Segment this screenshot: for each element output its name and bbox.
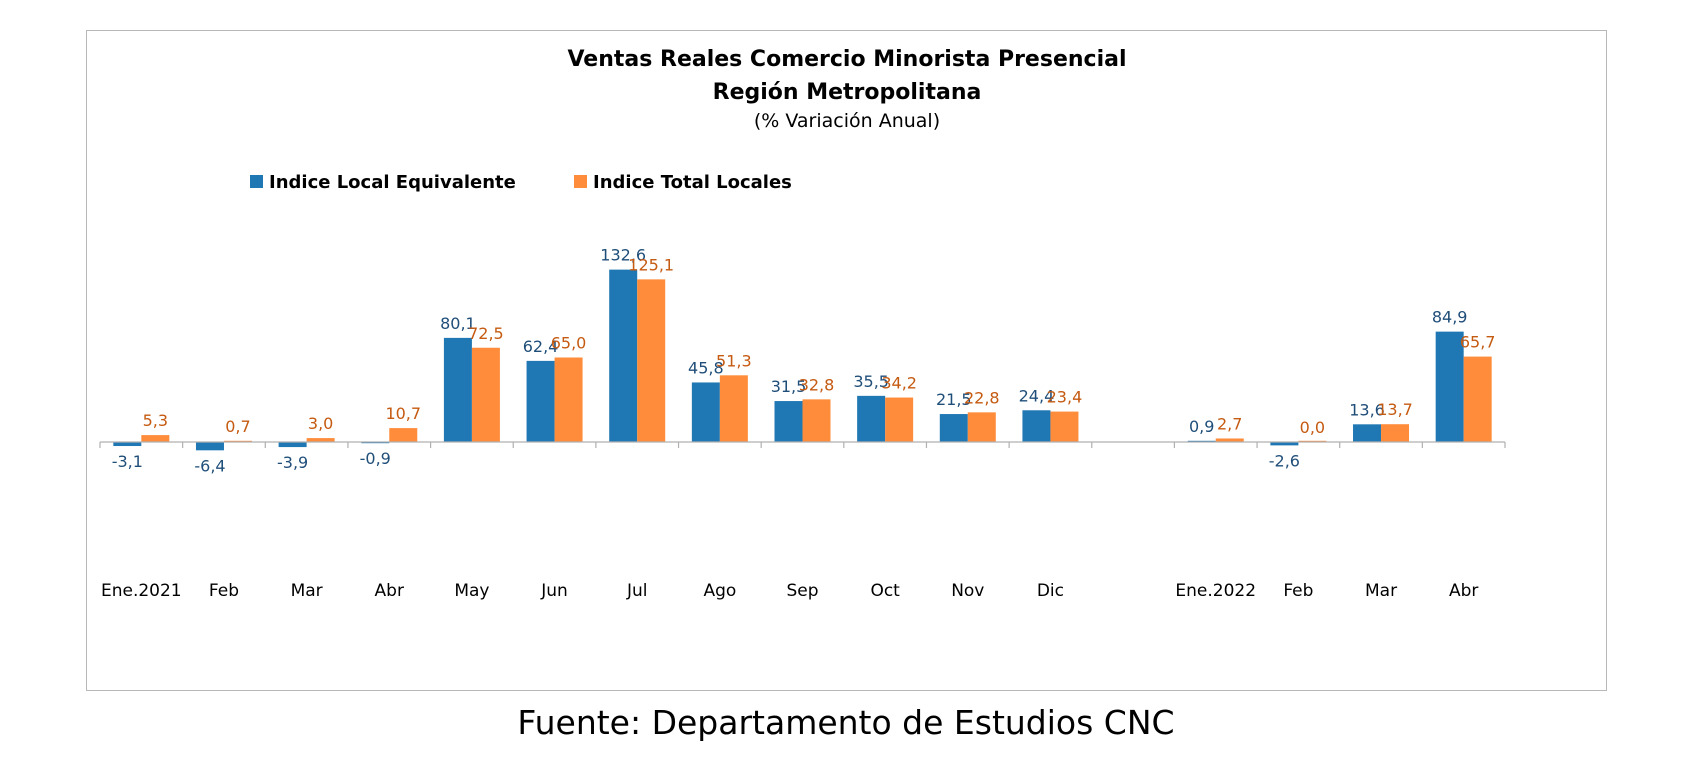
bar-indice-total-locales bbox=[554, 357, 583, 442]
data-label-indice-local-equivalente: 45,8 bbox=[688, 358, 724, 377]
x-tick-label: Sep bbox=[786, 581, 818, 601]
bar-indice-total-locales bbox=[1463, 356, 1492, 442]
bar-indice-local-equivalente bbox=[278, 442, 307, 448]
legend-label-series-1: Indice Local Equivalente bbox=[269, 172, 516, 193]
x-tick-label: Oct bbox=[870, 581, 900, 601]
bar-indice-local-equivalente bbox=[774, 401, 803, 442]
data-label-indice-total-locales: 65,7 bbox=[1460, 333, 1496, 352]
bar-indice-total-locales bbox=[637, 279, 666, 442]
bar-indice-total-locales bbox=[1215, 438, 1244, 442]
data-label-indice-local-equivalente: -6,4 bbox=[194, 456, 225, 475]
legend-swatch-series-2 bbox=[574, 175, 587, 188]
bar-indice-local-equivalente bbox=[691, 382, 720, 442]
x-tick-label: Nov bbox=[951, 581, 984, 601]
plot-tick-labels: Ene.2021 Feb Mar Abr May Jun Jul Ago Sep Oct Nov Di… bbox=[101, 581, 1478, 601]
data-label-indice-total-locales: 0,0 bbox=[1300, 418, 1325, 437]
bar-indice-total-locales bbox=[141, 435, 170, 442]
bar-indice-total-locales bbox=[306, 438, 335, 442]
x-tick-label: Dic bbox=[1037, 581, 1064, 601]
x-tick-label: Ene.2022 bbox=[1175, 581, 1256, 601]
x-tick-label: Mar bbox=[291, 581, 323, 601]
x-tick-label: Ene.2021 bbox=[101, 581, 182, 601]
plot-bars bbox=[113, 269, 1492, 451]
data-label-indice-total-locales: 72,5 bbox=[468, 324, 504, 343]
x-tick-label: Abr bbox=[1449, 581, 1478, 601]
bar-indice-total-locales bbox=[719, 375, 748, 442]
bar-indice-local-equivalente bbox=[1270, 442, 1299, 446]
chart-subtitle: (% Variación Anual) bbox=[754, 110, 940, 132]
x-tick-label: Jul bbox=[626, 581, 648, 601]
data-label-indice-local-equivalente: 35,5 bbox=[853, 372, 889, 391]
data-label-indice-total-locales: 13,7 bbox=[1377, 400, 1413, 419]
x-tick-label: Mar bbox=[1365, 581, 1397, 601]
data-label-indice-local-equivalente: 21,5 bbox=[936, 390, 972, 409]
data-label-indice-local-equivalente: 80,1 bbox=[440, 314, 476, 333]
source-note: Fuente: Departamento de Estudios CNC bbox=[517, 703, 1175, 742]
data-label-indice-total-locales: 5,3 bbox=[143, 411, 168, 430]
bar-indice-local-equivalente bbox=[609, 269, 638, 442]
x-tick-label: Ago bbox=[703, 581, 736, 601]
x-tick-label: Abr bbox=[375, 581, 404, 601]
bar-indice-local-equivalente bbox=[443, 337, 472, 442]
data-label-indice-local-equivalente: -0,9 bbox=[360, 449, 391, 468]
chart-title: Ventas Reales Comercio Minorista Presenc… bbox=[567, 47, 1126, 72]
data-label-indice-local-equivalente: 0,9 bbox=[1189, 417, 1214, 436]
bar-indice-local-equivalente bbox=[1353, 424, 1382, 442]
bar-indice-total-locales bbox=[967, 412, 996, 442]
bar-indice-local-equivalente bbox=[526, 360, 555, 442]
chart-legend: Indice Local Equivalente Indice Total Lo… bbox=[250, 172, 792, 193]
data-label-indice-total-locales: 32,8 bbox=[799, 375, 835, 394]
data-label-indice-total-locales: 51,3 bbox=[716, 351, 752, 370]
bar-indice-total-locales bbox=[1050, 411, 1079, 442]
data-label-indice-local-equivalente: 62,4 bbox=[523, 337, 559, 356]
bar-indice-total-locales bbox=[802, 399, 831, 442]
chart-frame: Ventas Reales Comercio Minorista Presenc… bbox=[86, 30, 1607, 691]
data-label-indice-total-locales: 0,7 bbox=[225, 417, 250, 436]
x-tick-label: Feb bbox=[1283, 581, 1313, 601]
x-tick-label: May bbox=[454, 581, 489, 601]
data-label-indice-local-equivalente: 13,6 bbox=[1349, 400, 1385, 419]
bar-indice-local-equivalente bbox=[195, 442, 224, 451]
bar-indice-local-equivalente bbox=[939, 414, 968, 442]
bar-indice-local-equivalente bbox=[1435, 331, 1464, 442]
bar-indice-local-equivalente bbox=[1022, 410, 1051, 442]
bar-indice-local-equivalente bbox=[113, 442, 142, 447]
data-label-indice-local-equivalente: 31,5 bbox=[771, 377, 807, 396]
bar-indice-total-locales bbox=[471, 347, 500, 442]
x-tick-label: Feb bbox=[209, 581, 239, 601]
x-tick-label: Jun bbox=[540, 581, 568, 601]
data-label-indice-total-locales: 22,8 bbox=[964, 388, 1000, 407]
plot-axis bbox=[99, 441, 1506, 448]
legend-label-series-2: Indice Total Locales bbox=[593, 172, 792, 193]
data-label-indice-total-locales: 34,2 bbox=[881, 374, 917, 393]
data-label-indice-total-locales: 23,4 bbox=[1047, 388, 1083, 407]
data-label-indice-total-locales: 2,7 bbox=[1217, 414, 1242, 433]
bar-indice-total-locales bbox=[885, 397, 914, 442]
chart-area: Ventas Reales Comercio Minorista Presenc… bbox=[99, 47, 1506, 601]
data-label-indice-local-equivalente: 24,4 bbox=[1019, 386, 1055, 405]
data-label-indice-local-equivalente: 132,6 bbox=[600, 246, 646, 265]
bar-indice-local-equivalente bbox=[857, 395, 886, 442]
data-label-indice-total-locales: 125,1 bbox=[628, 255, 674, 274]
legend-swatch-series-1 bbox=[250, 175, 263, 188]
data-label-indice-local-equivalente: -2,6 bbox=[1269, 451, 1300, 470]
data-label-indice-total-locales: 3,0 bbox=[308, 414, 333, 433]
bar-indice-total-locales bbox=[1381, 424, 1410, 442]
bar-indice-total-locales bbox=[389, 428, 418, 442]
data-label-indice-local-equivalente: 84,9 bbox=[1432, 308, 1468, 327]
data-label-indice-local-equivalente: -3,9 bbox=[277, 453, 308, 472]
data-label-indice-total-locales: 65,0 bbox=[551, 334, 587, 353]
data-label-indice-total-locales: 10,7 bbox=[385, 404, 421, 423]
data-label-indice-local-equivalente: -3,1 bbox=[112, 452, 143, 471]
plot-data-labels: -3,1 5,3 -6,4 0,7 -3,9 3,0 -0,9 10,7 80,172,5 62,… bbox=[112, 246, 1496, 476]
chart-title-line2: Región Metropolitana bbox=[713, 80, 982, 105]
